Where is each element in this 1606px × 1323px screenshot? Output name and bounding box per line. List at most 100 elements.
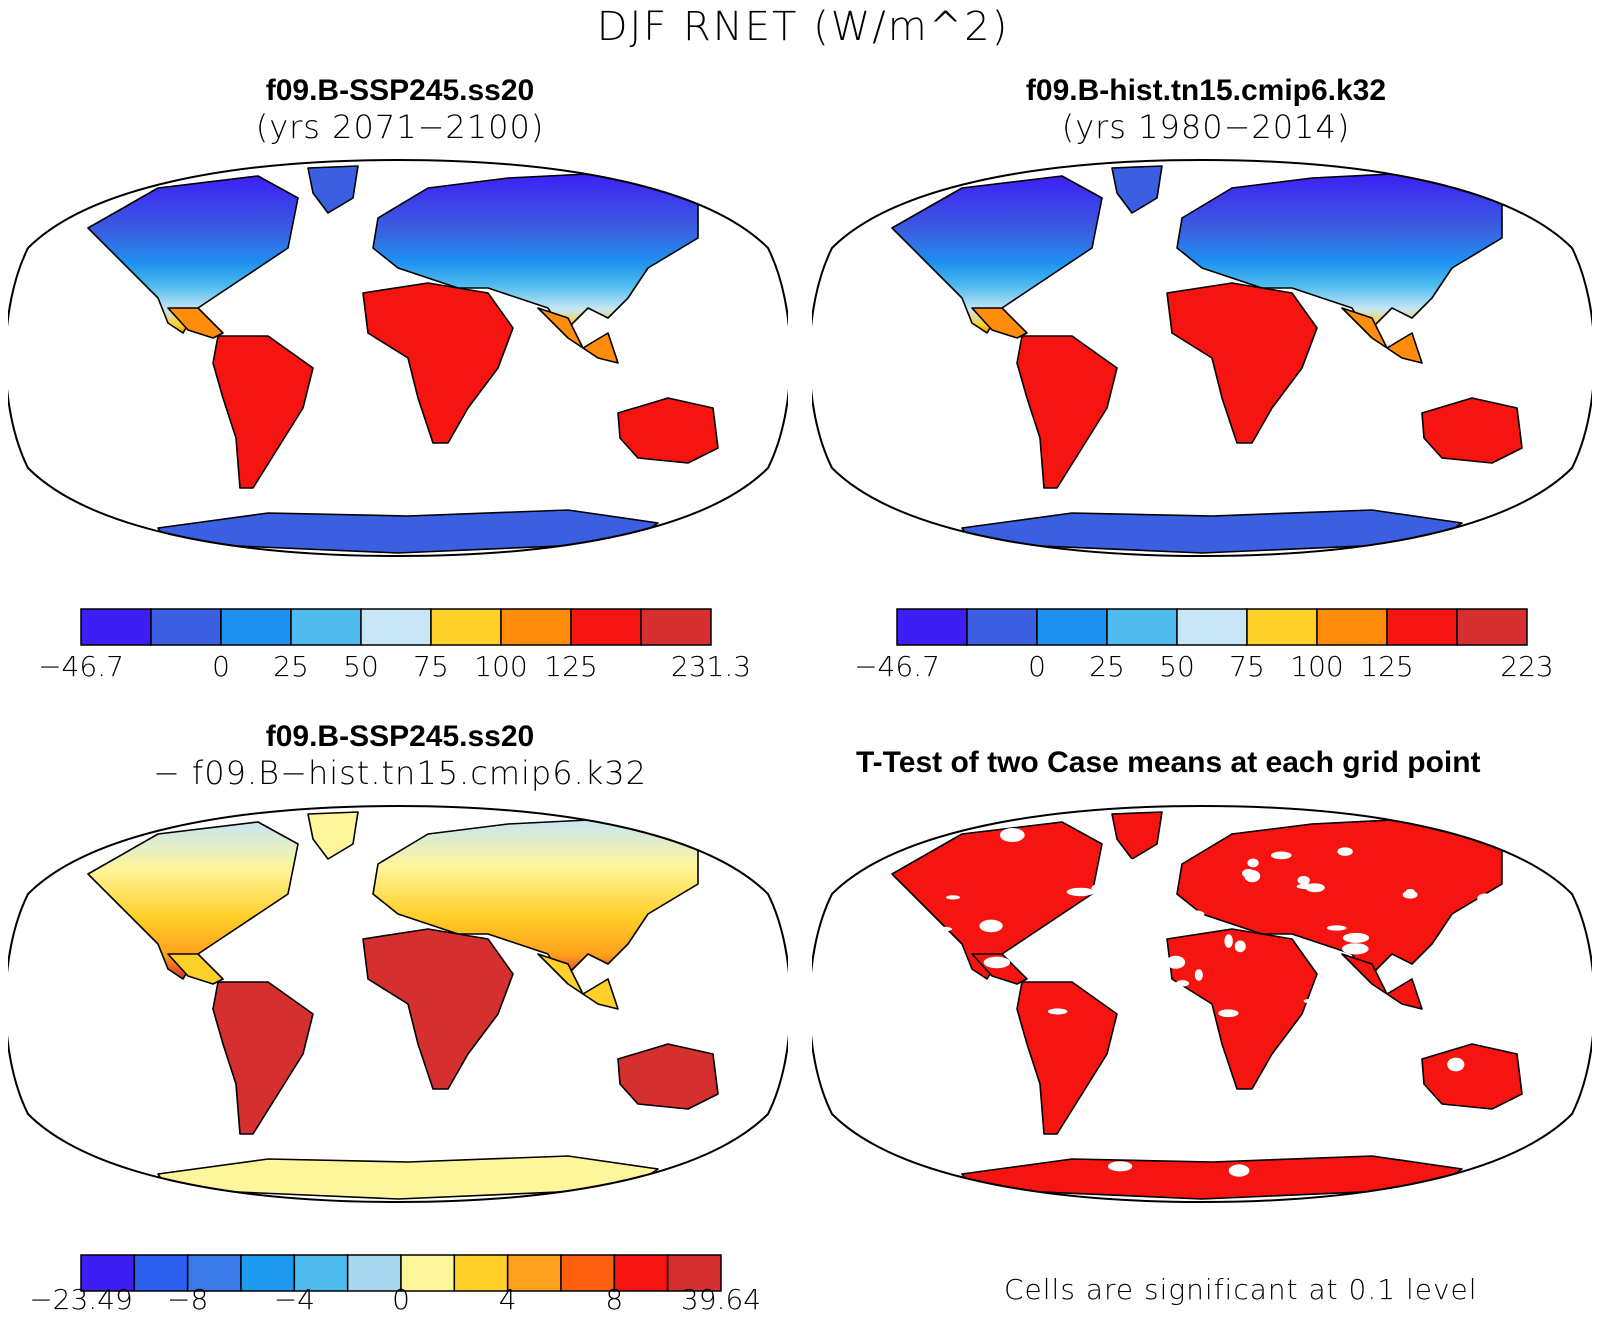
- nonsignificant-cell: [1349, 1025, 1376, 1030]
- nonsignificant-cell: [1447, 1057, 1465, 1072]
- nonsignificant-cell: [934, 926, 953, 932]
- map-border: [812, 158, 1592, 558]
- panel-1-heading: f09.B-SSP245.ss20 (yrs 2071−2100): [0, 73, 800, 145]
- colorbar-swatch: [430, 608, 502, 646]
- colorbar-swatch: [560, 1254, 616, 1292]
- nonsignificant-cell: [1112, 916, 1126, 921]
- colorbar-swatch: [240, 1254, 296, 1292]
- panel-1-colorbar-labels: −46.7 0 25 50 75 100 125 231.3: [38, 650, 760, 686]
- colorbar-swatch: [896, 608, 968, 646]
- panel-3-subtitle: − f09.B−hist.tn15.cmip6.k32: [153, 754, 647, 792]
- panel-3-title: f09.B-SSP245.ss20: [265, 720, 535, 753]
- nonsignificant-cell: [1402, 890, 1418, 899]
- south-america-landmass: [1016, 981, 1118, 1135]
- greenland-landmass: [1111, 165, 1163, 214]
- panel-4-significance-note: Cells are significant at 0.1 level: [1004, 1273, 1478, 1306]
- nonsignificant-cell: [1107, 1161, 1133, 1172]
- colorbar-tick-label: 231.3: [670, 650, 752, 683]
- colorbar-swatch: [186, 1254, 242, 1292]
- nonsignificant-cell: [1091, 883, 1118, 894]
- panel-3-colorbar: [80, 1254, 722, 1292]
- nonsignificant-cell: [1228, 1164, 1250, 1177]
- nonsignificant-cell: [949, 1128, 970, 1137]
- colorbar-swatch: [290, 608, 362, 646]
- australia-landmass: [617, 1043, 719, 1110]
- nonsignificant-cell: [1271, 851, 1292, 860]
- nonsignificant-cell: [1275, 1131, 1303, 1140]
- nonsignificant-cell: [999, 828, 1025, 842]
- panel-3-heading: f09.B-SSP245.ss20 − f09.B−hist.tn15.cmip…: [0, 719, 800, 791]
- africa-landmass: [362, 282, 514, 444]
- colorbar-swatch: [150, 608, 222, 646]
- colorbar-tick-label: 125: [1360, 650, 1414, 683]
- colorbar-tick-label: −46.7: [854, 650, 940, 683]
- colorbar-swatch: [293, 1254, 349, 1292]
- colorbar-tick-label: 25: [273, 650, 309, 683]
- colorbar-tick-label: −23.49: [29, 1283, 133, 1316]
- nonsignificant-cell: [937, 986, 950, 996]
- colorbar-tick-label: 39.64: [680, 1283, 762, 1316]
- nonsignificant-cell: [1342, 943, 1369, 955]
- nonsignificant-cell: [1244, 869, 1261, 883]
- nonsignificant-cell: [1326, 925, 1347, 931]
- panel-2-map: [812, 158, 1592, 558]
- colorbar-tick-label: 50: [343, 650, 379, 683]
- colorbar-tick-label: 100: [474, 650, 528, 683]
- nonsignificant-cell: [1151, 869, 1178, 881]
- nonsignificant-cell: [1296, 883, 1319, 890]
- australia-landmass: [1421, 1043, 1523, 1110]
- india-se-asia-landmass: [1341, 953, 1423, 1010]
- nonsignificant-cell: [1347, 982, 1367, 996]
- nonsignificant-cell: [1388, 971, 1399, 978]
- panel-2-colorbar: [896, 608, 1528, 646]
- colorbar-tick-label: 223: [1500, 650, 1554, 683]
- india-se-asia-landmass: [537, 953, 619, 1010]
- nonsignificant-cell: [918, 940, 935, 948]
- colorbar-swatch: [1246, 608, 1318, 646]
- nonsignificant-cell: [1353, 1095, 1372, 1105]
- colorbar-tick-label: 8: [605, 1283, 624, 1316]
- panel-1-subtitle: (yrs 2071−2100): [255, 108, 545, 146]
- colorbar-swatch: [1456, 608, 1528, 646]
- colorbar-tick-label: 50: [1159, 650, 1195, 683]
- nonsignificant-cell: [1194, 969, 1203, 981]
- nonsignificant-cell: [1218, 1009, 1239, 1018]
- panel-2-title: f09.B-hist.tn15.cmip6.k32: [1025, 74, 1387, 107]
- colorbar-tick-label: 4: [498, 1283, 517, 1316]
- india-se-asia-landmass: [537, 307, 619, 364]
- nonsignificant-cell: [1176, 832, 1198, 838]
- nonsignificant-cell: [1145, 1005, 1161, 1010]
- nonsignificant-cell: [1175, 980, 1190, 987]
- colorbar-swatch: [1176, 608, 1248, 646]
- nonsignificant-cell: [1108, 857, 1136, 865]
- map-border: [8, 804, 788, 1204]
- colorbar-swatch: [506, 1254, 562, 1292]
- nonsignificant-cell: [983, 956, 1011, 969]
- colorbar-swatch: [613, 1254, 669, 1292]
- nonsignificant-cell: [1344, 1118, 1354, 1129]
- nonsignificant-cell: [945, 895, 961, 900]
- nonsignificant-cell: [927, 960, 939, 972]
- colorbar-tick-label: 125: [544, 650, 598, 683]
- panel-2-subtitle: (yrs 1980−2014): [1061, 108, 1351, 146]
- colorbar-swatch: [1036, 608, 1108, 646]
- panel-1-colorbar: [80, 608, 712, 646]
- nonsignificant-cell: [907, 1042, 918, 1051]
- nonsignificant-cell: [1047, 1008, 1068, 1015]
- africa-landmass: [362, 928, 514, 1090]
- nonsignificant-cell: [1234, 940, 1246, 953]
- nonsignificant-cell: [1316, 1077, 1331, 1092]
- south-america-landmass: [212, 335, 314, 489]
- north-america-landmass: [891, 175, 1103, 334]
- figure-title: DJF RNET (W/m^2): [596, 4, 1010, 50]
- panel-1-map: [8, 158, 788, 558]
- greenland-landmass: [1111, 811, 1163, 860]
- panel-3-colorbar-labels: −23.49 −8 −4 0 4 8 39.64: [29, 1283, 770, 1319]
- nonsignificant-cell: [1224, 934, 1233, 948]
- nonsignificant-cell: [979, 919, 1003, 933]
- nonsignificant-cell: [1477, 893, 1494, 904]
- colorbar-swatch: [1316, 608, 1388, 646]
- panel-3-map: [8, 804, 788, 1204]
- nonsignificant-cell: [1375, 1053, 1386, 1063]
- colorbar-swatch: [346, 1254, 402, 1292]
